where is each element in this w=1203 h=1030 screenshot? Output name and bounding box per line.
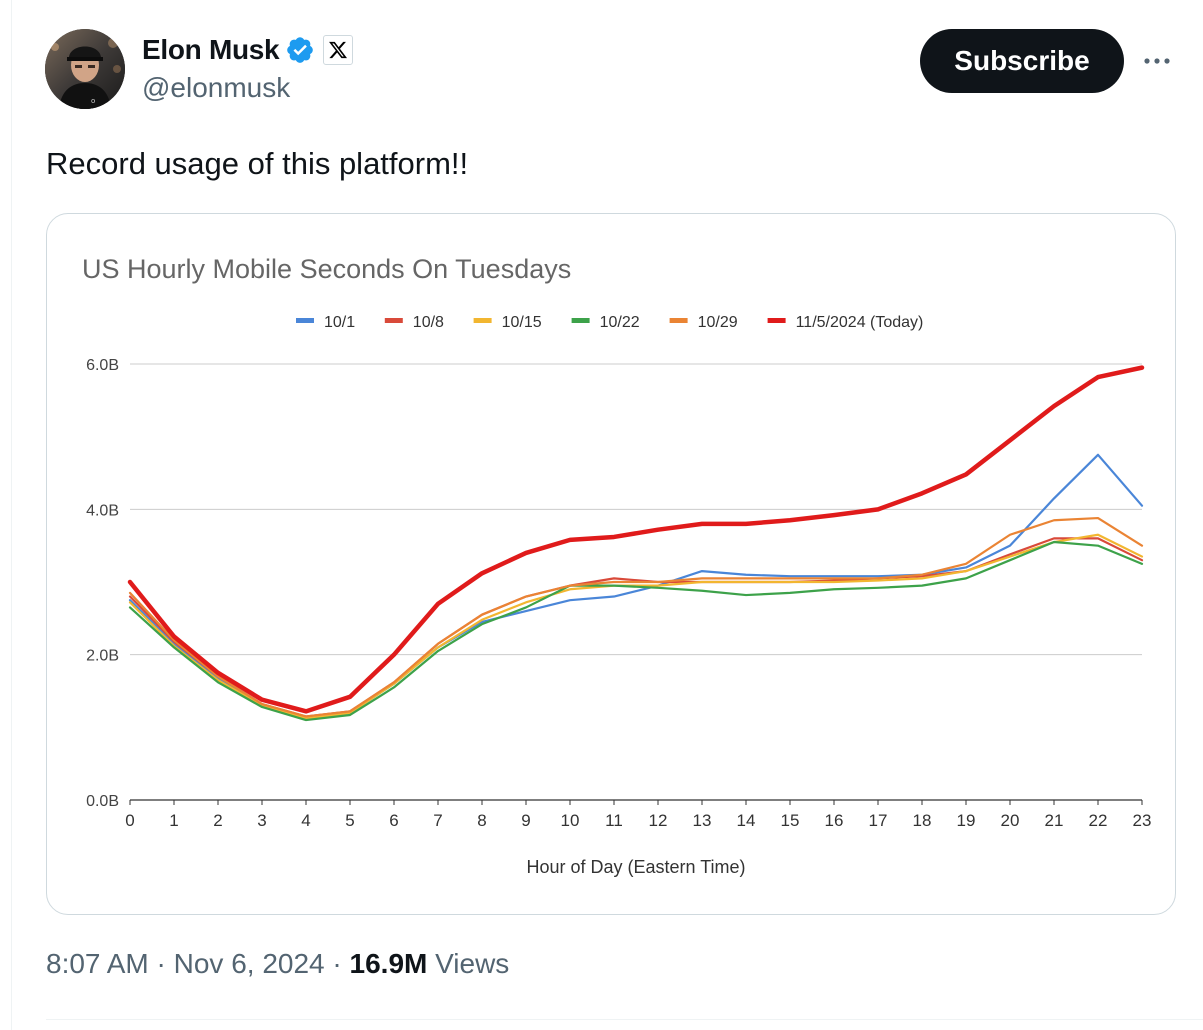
x-axis-ticks: 0 1 2 3 4 5 6 7 8 9 10 11 12 13 14 15 16 17 18 19 20 21 22 23 [125,800,1151,830]
legend-swatch [767,318,786,323]
x-axis-label: Hour of Day (Eastern Time) [526,857,745,877]
x-tick-label: 16 [825,811,844,830]
subscribe-button[interactable]: Subscribe [920,29,1124,93]
verified-badge-icon[interactable] [285,35,315,65]
tweet-divider [46,1019,1203,1020]
legend-label: 10/29 [698,314,738,331]
x-tick-label: 10 [561,811,580,830]
legend-swatch [473,318,492,323]
y-tick-label: 4.0B [86,502,119,519]
x-tick-label: 23 [1133,811,1152,830]
legend-label: 10/8 [413,314,444,331]
x-tick-label: 8 [477,811,486,830]
author-name-row: Elon Musk [142,30,354,70]
x-tick-label: 3 [257,811,266,830]
tweet-text: Record usage of this platform!! [46,146,469,181]
more-horizontal-icon[interactable] [1141,47,1173,75]
legend-swatch [384,318,403,323]
chart-gridlines [130,363,1142,801]
y-tick-label: 0.0B [86,793,119,810]
x-tick-label: 12 [649,811,668,830]
x-tick-label: 15 [781,811,800,830]
legend-swatch [571,318,590,323]
y-axis-ticks: 0.0B 2.0B 4.0B 6.0B [86,357,119,810]
legend-swatch [669,318,688,323]
legend-swatch [296,318,314,323]
legend-label: 10/15 [502,314,542,331]
x-tick-label: 0 [125,811,134,830]
x-tick-label: 6 [389,811,398,830]
avatar-photo: o [45,29,125,109]
views-count: 16.9M [349,948,428,979]
author-handle[interactable]: @elonmusk [142,72,291,103]
x-tick-label: 19 [957,811,976,830]
x-affiliate-badge-icon[interactable] [323,35,354,65]
x-tick-label: 18 [913,811,932,830]
x-tick-label: 21 [1045,811,1064,830]
x-tick-label: 11 [605,811,623,830]
timeline-border [11,0,12,1030]
tweet-time[interactable]: 8:07 AM [46,948,149,979]
x-tick-label: 9 [521,811,530,830]
x-tick-label: 14 [737,811,756,830]
author-display-name[interactable]: Elon Musk [142,34,280,65]
avatar[interactable]: o [45,29,125,109]
x-tick-label: 20 [1001,811,1020,830]
y-tick-label: 6.0B [86,357,119,374]
chart-series-lines [127,365,1145,722]
x-tick-label: 2 [213,811,222,830]
series-line-10-8 [128,537,1144,718]
meta-separator: · [148,948,174,979]
x-tick-label: 5 [345,811,354,830]
x-tick-label: 1 [169,811,178,830]
tweet-date[interactable]: Nov 6, 2024 [173,948,325,979]
x-tick-label: 7 [433,811,442,830]
x-tick-label: 4 [301,811,310,830]
chart-legend: 10/1 10/8 10/15 10/22 10/29 11/5/2024 (Today) [296,314,923,331]
x-tick-label: 17 [869,811,888,830]
x-tick-label: 22 [1089,811,1108,830]
series-line-10-15 [128,533,1144,720]
series-line-10-22 [128,540,1144,722]
legend-label: 11/5/2024 (Today) [796,314,924,331]
chart-title: US Hourly Mobile Seconds On Tuesdays [82,254,571,284]
svg-text:o: o [91,97,95,105]
legend-label: 10/22 [600,314,640,331]
views-label: Views [435,948,510,979]
line-chart: US Hourly Mobile Seconds On Tuesdays 10/… [82,254,1151,877]
legend-label: 10/1 [324,314,355,331]
series-line-10-29 [128,516,1144,718]
tweet-meta: 8:07 AM · Nov 6, 2024 · 16.9M Views [46,948,509,980]
y-tick-label: 2.0B [86,648,119,665]
x-tick-label: 13 [693,811,712,830]
meta-separator: · [324,948,350,979]
tweet-media-chart[interactable]: US Hourly Mobile Seconds On Tuesdays 10/… [46,213,1176,915]
series-line-11-5-2024-today- [127,365,1145,714]
